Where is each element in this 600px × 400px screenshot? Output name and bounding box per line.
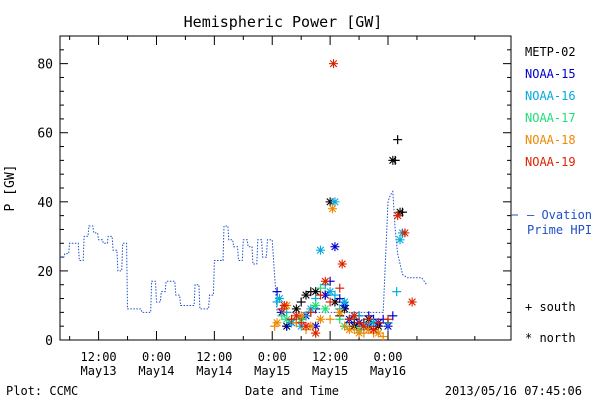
- north-marker: [315, 245, 325, 255]
- north-marker: [400, 228, 410, 238]
- north-marker: [344, 325, 354, 335]
- plot-source: Plot: CCMC: [6, 384, 78, 398]
- y-tick-label: 0: [45, 334, 53, 349]
- south-marker: [315, 290, 325, 300]
- y-tick-label: 20: [37, 265, 53, 280]
- north-marker: [349, 311, 359, 321]
- legend-entry: METP-02: [525, 45, 576, 59]
- x-tick-label: 12:00: [312, 350, 348, 364]
- x-tick-label: 0:00: [142, 350, 171, 364]
- x-tick-label: 12:00: [81, 350, 117, 364]
- north-marker: [395, 235, 405, 245]
- north-marker: [320, 276, 330, 286]
- y-tick-label: 40: [37, 196, 53, 211]
- legend-entry: NOAA-18: [525, 133, 576, 147]
- legend-entry: NOAA-16: [525, 89, 576, 103]
- south-marker: [330, 290, 340, 300]
- y-axis: 0 20 40 60 80: [37, 49, 511, 349]
- x-tick-sublabel: May13: [81, 364, 117, 378]
- north-marker: [320, 304, 330, 314]
- x-axis-label: Date and Time: [245, 384, 339, 398]
- x-tick-label: 0:00: [258, 350, 287, 364]
- x-tick-label: 0:00: [374, 350, 403, 364]
- y-axis-label: P [GW]: [3, 165, 18, 212]
- south-marker: [335, 283, 345, 293]
- plot-timestamp: 2013/05/16 07:45:06: [445, 384, 582, 398]
- south-marker: [325, 314, 335, 324]
- north-marker: [330, 197, 340, 207]
- chart-title: Hemispheric Power [GW]: [184, 13, 383, 31]
- ovation-hpi-path: [60, 190, 428, 313]
- north-marker: [340, 297, 350, 307]
- ovation-hpi-line: [60, 190, 428, 313]
- south-marker: [296, 297, 306, 307]
- north-marker: [274, 294, 284, 304]
- north-marker: [301, 290, 311, 300]
- x-tick-sublabel: May16: [370, 364, 406, 378]
- north-marker: [325, 287, 335, 297]
- x-tick-sublabel: May14: [196, 364, 232, 378]
- north-marker: [311, 328, 321, 338]
- symbol-legend-entry: + south: [525, 300, 576, 314]
- symbol-legend-entry: * north: [525, 331, 576, 345]
- north-marker: [330, 242, 340, 252]
- north-marker: [369, 325, 379, 335]
- south-marker: [373, 318, 383, 328]
- x-axis: 12:00May130:00May1412:00May140:00May1512…: [69, 36, 476, 378]
- north-marker: [301, 321, 311, 331]
- north-marker: [311, 300, 321, 310]
- ovation-legend-label: Prime HPI: [527, 223, 592, 237]
- north-marker: [328, 204, 338, 214]
- north-marker: [407, 297, 417, 307]
- south-marker: [392, 287, 402, 297]
- north-marker: [279, 300, 289, 310]
- south-marker: [287, 314, 297, 324]
- south-marker: [354, 318, 364, 328]
- north-marker: [272, 318, 282, 328]
- north-marker: [335, 307, 345, 317]
- south-marker: [306, 307, 316, 317]
- south-marker: [393, 135, 403, 145]
- legend-entry: NOAA-17: [525, 111, 576, 125]
- legend: METP-02 NOAA-15 NOAA-16 NOAA-17 NOAA-18 NOAA-…: [525, 45, 576, 169]
- x-tick-label: 12:00: [196, 350, 232, 364]
- south-marker: [378, 332, 388, 342]
- y-tick-label: 60: [37, 127, 53, 142]
- south-marker: [335, 294, 345, 304]
- x-tick-sublabel: May15: [312, 364, 348, 378]
- north-marker: [328, 59, 338, 69]
- north-marker: [320, 290, 330, 300]
- north-marker: [388, 155, 398, 165]
- south-marker: [325, 297, 335, 307]
- x-tick-sublabel: May15: [254, 364, 290, 378]
- south-marker: [340, 321, 350, 331]
- symbol-legend: + south * north: [525, 300, 576, 345]
- south-marker: [272, 287, 282, 297]
- south-marker: [296, 318, 306, 328]
- y-tick-label: 80: [37, 58, 53, 73]
- legend-entry: NOAA-19: [525, 155, 576, 169]
- north-marker: [354, 328, 364, 338]
- south-marker: [364, 314, 374, 324]
- satellite-markers: [270, 59, 417, 342]
- south-marker: [388, 311, 398, 321]
- north-marker: [315, 314, 325, 324]
- north-marker: [282, 314, 292, 324]
- north-marker: [373, 328, 383, 338]
- north-marker: [337, 259, 347, 269]
- north-marker: [291, 311, 301, 321]
- north-marker: [359, 321, 369, 331]
- ovation-legend-label: — Ovation: [527, 208, 592, 222]
- x-tick-sublabel: May14: [138, 364, 174, 378]
- south-marker: [344, 314, 354, 324]
- legend-entry: NOAA-15: [525, 67, 576, 81]
- south-marker: [383, 314, 393, 324]
- north-marker: [393, 211, 403, 221]
